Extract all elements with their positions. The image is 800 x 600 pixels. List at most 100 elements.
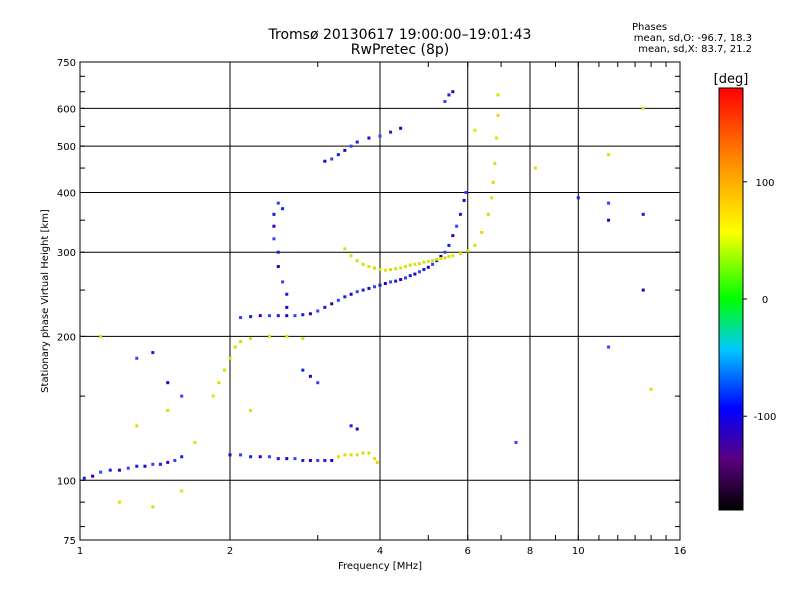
data-point [233,345,237,349]
data-point [151,462,155,466]
data-point [158,462,162,466]
data-point [431,262,435,266]
data-point [417,270,421,274]
data-point [375,460,379,464]
data-point [473,243,477,247]
colorbar-label: [deg] [714,72,749,87]
data-point [451,234,455,238]
chart-title-line1: Tromsø 20130617 19:00:00–19:01:43 [268,27,532,43]
data-point [117,500,121,504]
data-point [91,474,95,478]
data-point [496,93,500,97]
data-point [443,250,447,254]
data-point [439,257,443,261]
data-point [223,368,227,372]
data-point [276,457,280,461]
data-point [422,260,426,264]
data-point [431,259,435,263]
y-tick-label: 400 [57,188,76,199]
data-point [117,468,121,472]
data-point [413,272,417,276]
data-point [343,247,347,251]
data-point [151,351,155,355]
data-point [367,265,371,269]
data-point [293,314,297,318]
data-point [301,458,305,462]
data-point [193,440,197,444]
data-point [455,224,459,228]
data-point [349,453,353,457]
data-point [258,314,262,318]
data-point [451,254,455,258]
x-tick-label: 1 [77,546,83,557]
stats-line-o: mean, sd,O: -96.7, 18.3 [633,33,752,44]
data-point [343,295,347,299]
y-tick-label: 200 [57,332,76,343]
data-point [323,458,327,462]
data-point [135,356,139,360]
data-point [607,201,611,205]
data-point [490,196,494,200]
data-point [378,134,382,138]
x-tick-label: 4 [377,546,383,557]
data-point [439,254,443,258]
plot-frame [79,61,681,541]
data-point [367,451,371,455]
data-point [462,198,466,202]
data-point [607,218,611,222]
data-point [281,207,285,211]
data-point [272,237,276,241]
data-point [258,455,262,459]
data-point [361,451,365,455]
data-point [228,356,232,360]
data-point [135,424,139,428]
data-point [349,292,353,296]
data-point [641,106,645,110]
data-point [399,278,403,282]
data-point [180,489,184,493]
data-point [166,460,170,464]
data-point [464,190,468,194]
data-point [422,268,426,272]
data-point [276,250,280,254]
x-tick-label: 16 [674,546,687,557]
data-point [367,286,371,290]
data-point [330,157,334,161]
data-point [373,285,377,289]
data-point [403,276,407,280]
data-point [108,468,112,472]
data-point [408,263,412,267]
data-point [173,458,177,462]
data-point [135,464,139,468]
data-point [239,453,243,457]
data-point [443,256,447,260]
data-point [267,334,271,338]
data-point [343,148,347,152]
data-point [355,290,359,294]
chart-title-line2: RwPretec (8p) [350,42,450,58]
stats-title: Phases [632,22,668,33]
data-point [514,440,518,444]
data-point [126,466,130,470]
colorbar-tick-label: -100 [754,412,777,423]
data-point [607,153,611,157]
data-point [336,153,340,157]
data-point [249,408,253,412]
data-point [533,166,537,170]
x-tick-label: 8 [527,546,533,557]
y-tick-label: 500 [57,142,76,153]
data-point [276,314,280,318]
x-axis-label: Frequency [MHz] [338,561,422,572]
data-point [285,292,289,296]
data-point [493,161,497,165]
data-point [399,266,403,270]
data-point [211,394,215,398]
data-point [473,128,477,132]
data-point [180,455,184,459]
data-point [355,427,359,431]
x-tick-label: 2 [227,546,233,557]
data-point [217,381,221,385]
data-point [285,305,289,309]
data-point [361,262,365,266]
